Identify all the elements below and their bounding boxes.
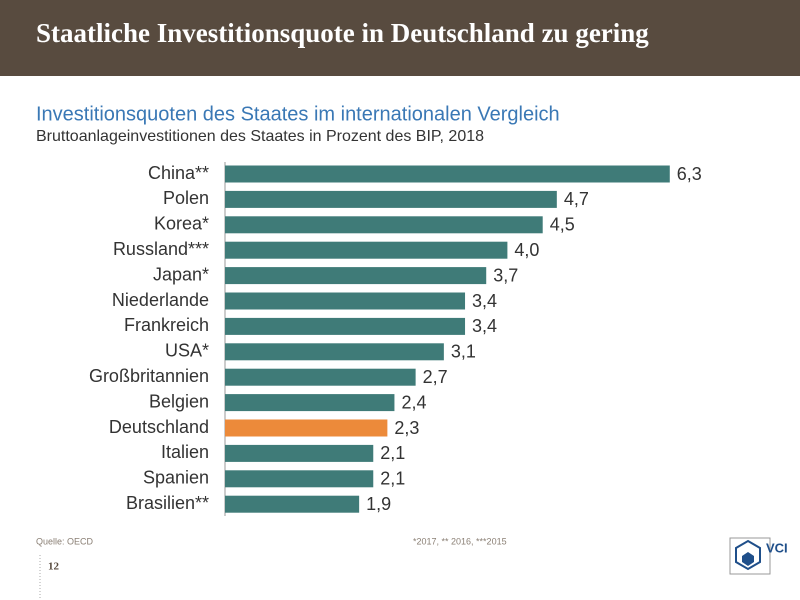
slide-title: Staatliche Investitionsquote in Deutschl… <box>36 18 649 48</box>
bar <box>225 470 374 488</box>
value-label: 3,1 <box>451 342 476 362</box>
value-label: 2,4 <box>401 392 426 412</box>
chart-subtitle: Bruttoanlageinvestitionen des Staates in… <box>36 128 484 145</box>
bar <box>225 343 444 361</box>
bar <box>225 317 466 335</box>
category-label: Frankreich <box>124 315 209 335</box>
value-label: 3,7 <box>493 265 518 285</box>
value-label: 4,7 <box>564 189 589 209</box>
bar <box>225 419 388 437</box>
logo-inner <box>742 552 754 566</box>
category-label: China** <box>148 163 209 183</box>
category-label: Japan* <box>153 264 209 284</box>
logo-frame <box>729 537 771 575</box>
bar <box>225 495 360 513</box>
bar <box>225 241 508 259</box>
category-label: Russland*** <box>113 239 209 259</box>
category-label: Deutschland <box>109 417 209 437</box>
category-label: Italien <box>161 442 209 462</box>
value-label: 2,7 <box>423 367 448 387</box>
category-label: Brasilien** <box>126 493 209 513</box>
bar <box>225 190 557 208</box>
value-label: 4,5 <box>550 215 575 235</box>
value-label: 6,3 <box>677 164 702 184</box>
value-label: 2,1 <box>380 469 405 489</box>
page-number: 12 <box>48 561 60 573</box>
category-label: Großbritannien <box>89 366 209 386</box>
category-label: Polen <box>163 188 209 208</box>
value-label: 1,9 <box>366 494 391 514</box>
value-label: 4,0 <box>514 240 539 260</box>
category-label: Korea* <box>154 214 209 234</box>
value-label: 3,4 <box>472 316 497 336</box>
bar <box>225 368 416 386</box>
source: Quelle: OECD <box>36 536 94 546</box>
category-label: USA* <box>165 341 209 361</box>
value-label: 2,3 <box>394 418 419 438</box>
bar <box>225 292 466 310</box>
bar <box>225 165 670 183</box>
logo-text: VCI <box>766 540 788 555</box>
bar <box>225 394 395 412</box>
footnote: *2017, ** 2016, ***2015 <box>413 536 507 546</box>
chart-title: Investitionsquoten des Staates im intern… <box>36 103 560 125</box>
header-band <box>0 0 800 76</box>
bar <box>225 216 543 234</box>
bar <box>225 267 487 285</box>
logo: VCI <box>729 537 788 575</box>
category-label: Spanien <box>143 468 209 488</box>
value-label: 3,4 <box>472 291 497 311</box>
logo-hexagon <box>735 539 761 571</box>
category-label: Niederlande <box>112 290 209 310</box>
category-label: Belgien <box>149 391 209 411</box>
value-label: 2,1 <box>380 443 405 463</box>
bar <box>225 444 374 462</box>
